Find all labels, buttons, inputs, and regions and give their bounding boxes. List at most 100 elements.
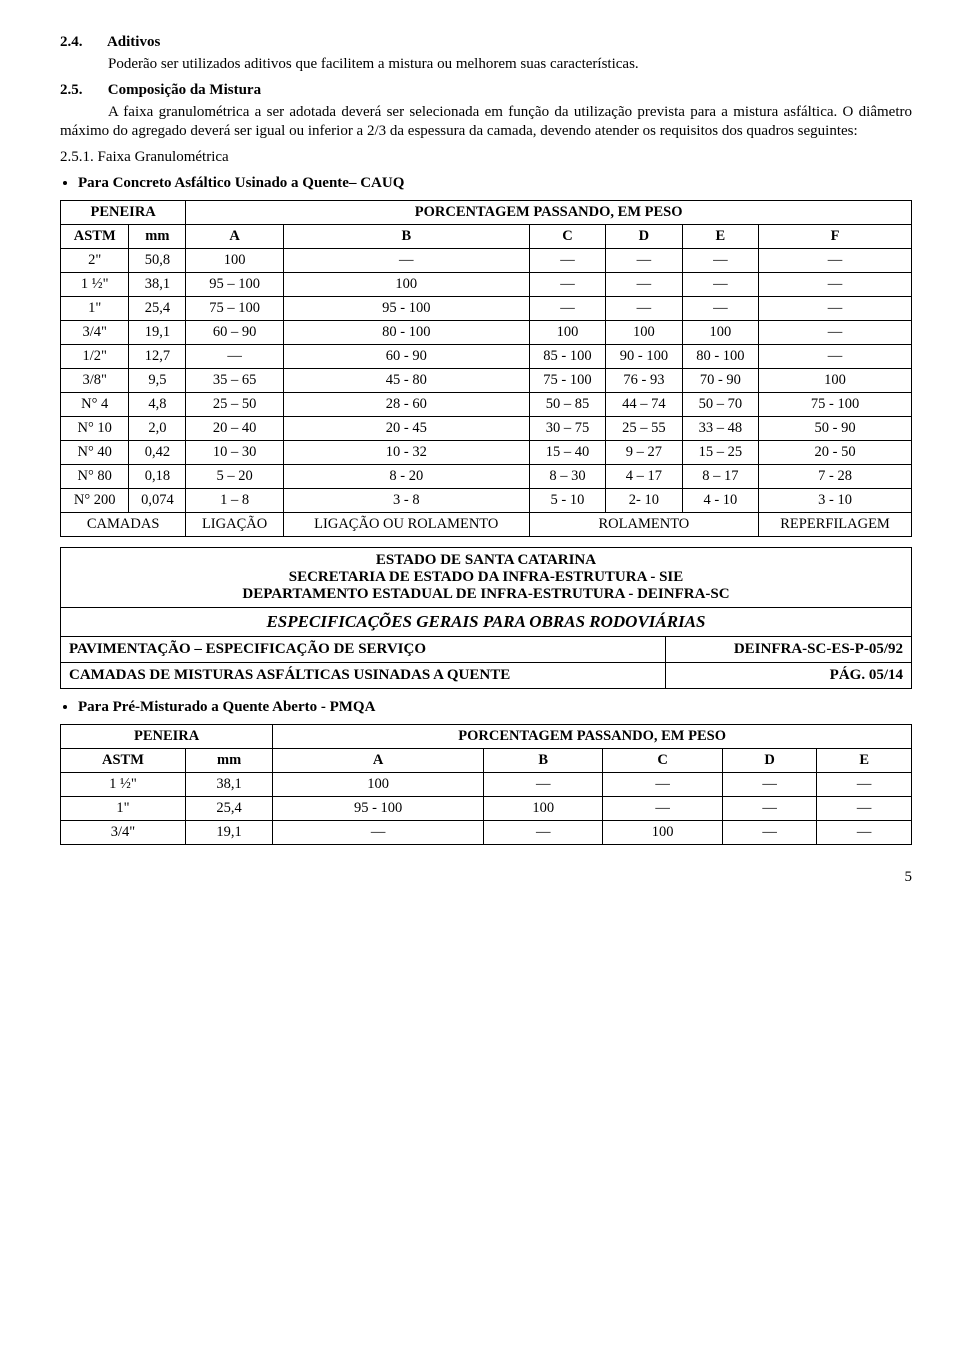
td: 25,4: [129, 297, 186, 321]
hdr-line3: DEPARTAMENTO ESTADUAL DE INFRA-ESTRUTURA…: [69, 586, 903, 603]
td: 100: [283, 273, 529, 297]
td: 15 – 25: [682, 441, 758, 465]
td: —: [529, 273, 605, 297]
td: 8 – 30: [529, 465, 605, 489]
td: 1 ½": [61, 773, 186, 797]
td: N° 80: [61, 465, 129, 489]
td: 85 - 100: [529, 345, 605, 369]
table-row: N° 102,020 – 4020 - 4530 – 7525 – 5533 –…: [61, 417, 912, 441]
td: 8 - 20: [283, 465, 529, 489]
td: N° 4: [61, 393, 129, 417]
heading-num: 2.5.1.: [60, 149, 94, 165]
page-number: 5: [60, 869, 912, 886]
bullet-list-pmqa: Para Pré-Misturado a Quente Aberto - PMQ…: [78, 699, 912, 716]
td: 100: [529, 321, 605, 345]
td: 1": [61, 797, 186, 821]
table-header-row: ASTM mm A B C D E: [61, 749, 912, 773]
td: 76 - 93: [606, 369, 682, 393]
td: —: [722, 821, 816, 845]
table-footer-row: CAMADAS LIGAÇÃO LIGAÇÃO OU ROLAMENTO ROL…: [61, 513, 912, 537]
th: E: [817, 749, 912, 773]
heading-2-5-1: 2.5.1. Faixa Granulométrica: [60, 148, 912, 167]
td-ligacao: LIGAÇÃO: [186, 513, 284, 537]
td: 10 – 30: [186, 441, 284, 465]
td: 3/8": [61, 369, 129, 393]
table-row: N° 800,185 – 208 - 208 – 304 – 178 – 177…: [61, 465, 912, 489]
td: 15 – 40: [529, 441, 605, 465]
td: —: [283, 249, 529, 273]
heading-2-5: 2.5. Composição da Mistura: [60, 82, 912, 99]
td: 4 – 17: [606, 465, 682, 489]
heading-title: Faixa Granulométrica: [98, 149, 229, 165]
td: —: [529, 297, 605, 321]
td: 4 - 10: [682, 489, 758, 513]
td: —: [682, 249, 758, 273]
th: mm: [129, 225, 186, 249]
td: 12,7: [129, 345, 186, 369]
td: 8 – 17: [682, 465, 758, 489]
table-row: 1"25,475 – 10095 - 100————: [61, 297, 912, 321]
td: 1/2": [61, 345, 129, 369]
td: —: [759, 297, 912, 321]
td: —: [529, 249, 605, 273]
th: ASTM: [61, 225, 129, 249]
table-pmqa: PENEIRA PORCENTAGEM PASSANDO, EM PESO AS…: [60, 724, 912, 845]
th: E: [682, 225, 758, 249]
td: 1 – 8: [186, 489, 284, 513]
td: 7 - 28: [759, 465, 912, 489]
td: —: [606, 273, 682, 297]
td: 100: [484, 797, 603, 821]
table-cauq: PENEIRA PORCENTAGEM PASSANDO, EM PESO AS…: [60, 200, 912, 537]
bullet-cauq: Para Concreto Asfáltico Usinado a Quente…: [78, 175, 912, 192]
td: —: [606, 297, 682, 321]
td: 20 – 40: [186, 417, 284, 441]
td: 20 - 50: [759, 441, 912, 465]
th: D: [606, 225, 682, 249]
td: —: [603, 773, 722, 797]
table-row: 3/8"9,535 – 6545 - 8075 - 10076 - 9370 -…: [61, 369, 912, 393]
th: mm: [185, 749, 272, 773]
td: 4,8: [129, 393, 186, 417]
td: 50 - 90: [759, 417, 912, 441]
heading-title: Composição da Mistura: [108, 82, 261, 98]
td: 100: [273, 773, 484, 797]
td: 50,8: [129, 249, 186, 273]
heading-title: Aditivos: [107, 34, 160, 50]
td: 38,1: [129, 273, 186, 297]
table-row: 1 ½"38,1100————: [61, 773, 912, 797]
td: 3 - 8: [283, 489, 529, 513]
td: 35 – 65: [186, 369, 284, 393]
table-header-row: ASTM mm A B C D E F: [61, 225, 912, 249]
td: —: [817, 773, 912, 797]
td-rolamento: ROLAMENTO: [529, 513, 758, 537]
td: 3/4": [61, 321, 129, 345]
td: 50 – 70: [682, 393, 758, 417]
bullet-pmqa: Para Pré-Misturado a Quente Aberto - PMQ…: [78, 699, 912, 716]
td: 9,5: [129, 369, 186, 393]
bullet-list-cauq: Para Concreto Asfáltico Usinado a Quente…: [78, 175, 912, 192]
td: 75 - 100: [759, 393, 912, 417]
td: N° 10: [61, 417, 129, 441]
td: 95 - 100: [283, 297, 529, 321]
heading-2-4: 2.4. Aditivos: [60, 34, 912, 51]
td-reperfilagem: REPERFILAGEM: [759, 513, 912, 537]
td: N° 40: [61, 441, 129, 465]
hdr-row3-left: PAVIMENTAÇÃO – ESPECIFICAÇÃO DE SERVIÇO: [61, 637, 666, 663]
table-row: N° 400,4210 – 3010 - 3215 – 409 – 2715 –…: [61, 441, 912, 465]
td: 5 - 10: [529, 489, 605, 513]
td: 1": [61, 297, 129, 321]
td: 0,42: [129, 441, 186, 465]
th: D: [722, 749, 816, 773]
td: 95 – 100: [186, 273, 284, 297]
td: 2,0: [129, 417, 186, 441]
td: —: [759, 321, 912, 345]
heading-num: 2.5.: [60, 82, 104, 99]
td-camadas: CAMADAS: [61, 513, 186, 537]
td: 38,1: [185, 773, 272, 797]
th: B: [484, 749, 603, 773]
td: 75 - 100: [529, 369, 605, 393]
th-porcentagem: PORCENTAGEM PASSANDO, EM PESO: [273, 725, 912, 749]
td: 100: [603, 821, 722, 845]
table-row: 1"25,495 - 100100———: [61, 797, 912, 821]
hdr-row3-right: DEINFRA-SC-ES-P-05/92: [666, 637, 912, 663]
